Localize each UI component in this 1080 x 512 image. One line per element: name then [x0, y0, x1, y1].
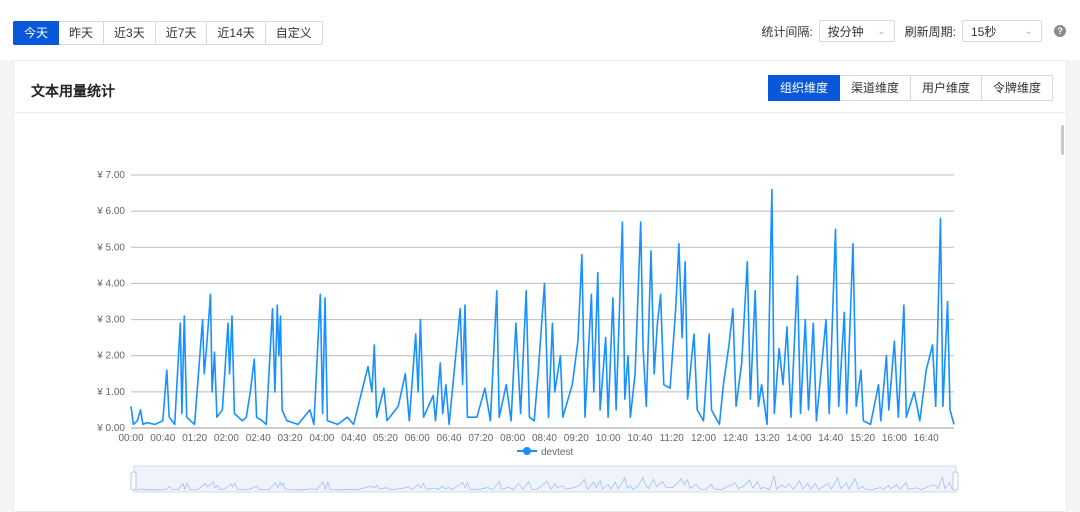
x-tick-label: 15:20 — [850, 433, 875, 444]
x-tick-label: 02:40 — [246, 433, 271, 444]
range-button-5[interactable]: 自定义 — [265, 21, 323, 45]
x-tick-label: 14:00 — [786, 433, 811, 444]
x-tick-label: 05:20 — [373, 433, 398, 444]
x-tick-label: 04:00 — [309, 433, 334, 444]
x-tick-label: 01:20 — [182, 433, 207, 444]
x-tick-label: 06:40 — [437, 433, 462, 444]
dimension-button-0[interactable]: 组织维度 — [767, 75, 840, 101]
x-tick-label: 16:00 — [882, 433, 907, 444]
x-tick-label: 16:40 — [914, 433, 939, 444]
y-tick-label: ¥ 0.00 — [96, 423, 125, 434]
x-tick-label: 02:00 — [214, 433, 239, 444]
range-button-2[interactable]: 近3天 — [104, 21, 156, 45]
x-tick-label: 03:20 — [278, 433, 303, 444]
y-tick-label: ¥ 6.00 — [96, 206, 125, 217]
time-range-group: 今天 昨天 近3天 近7天 近14天 自定义 — [13, 21, 323, 45]
x-tick-label: 00:40 — [150, 433, 175, 444]
dimension-group: 组织维度 渠道维度 用户维度 令牌维度 — [767, 75, 1053, 101]
x-tick-label: 00:00 — [118, 433, 143, 444]
range-button-1[interactable]: 昨天 — [59, 21, 105, 45]
series-line-devtest — [130, 188, 955, 426]
y-tick-label: ¥ 2.00 — [96, 351, 125, 362]
range-button-3[interactable]: 近7天 — [155, 21, 208, 45]
divider — [14, 112, 1066, 113]
x-tick-label: 09:20 — [564, 433, 589, 444]
x-tick-label: 07:20 — [468, 433, 493, 444]
x-tick-label: 11:20 — [660, 433, 685, 444]
dimension-button-1[interactable]: 渠道维度 — [839, 75, 911, 101]
x-tick-label: 13:20 — [755, 433, 780, 444]
chart-controls: 统计间隔: 按分钟 ⌄ 刷新周期: 15秒 ⌄ ? — [761, 20, 1066, 42]
x-tick-label: 12:40 — [723, 433, 748, 444]
range-button-0[interactable]: 今天 — [13, 21, 60, 45]
interval-select[interactable]: 按分钟 ⌄ — [818, 20, 895, 42]
y-tick-label: ¥ 1.00 — [96, 387, 125, 398]
y-tick-label: ¥ 5.00 — [96, 242, 125, 253]
chevron-down-icon: ⌄ — [877, 25, 886, 37]
scrollbar-thumb[interactable] — [1061, 125, 1064, 155]
help-icon[interactable]: ? — [1054, 25, 1066, 37]
x-tick-label: 08:00 — [500, 433, 525, 444]
refresh-label: 刷新周期: — [904, 24, 956, 39]
x-tick-label: 10:40 — [627, 433, 652, 444]
dimension-button-2[interactable]: 用户维度 — [910, 75, 982, 101]
scrollbar[interactable] — [1058, 61, 1066, 511]
x-tick-label: 08:40 — [532, 433, 557, 444]
zoom-handle-right[interactable] — [952, 471, 959, 491]
chevron-down-icon: ⌄ — [1024, 25, 1033, 37]
card-title: 文本用量统计 — [31, 83, 115, 99]
legend-label: devtest — [541, 447, 573, 458]
legend-marker-icon — [523, 447, 531, 455]
zoom-handle-left[interactable] — [130, 471, 137, 491]
toolbar: 今天 昨天 近3天 近7天 近14天 自定义 统计间隔: 按分钟 ⌄ 刷新周期: 15秒 … — [0, 0, 1080, 60]
x-tick-label: 06:00 — [405, 433, 430, 444]
interval-value: 按分钟 — [827, 24, 864, 39]
x-tick-label: 12:00 — [691, 433, 716, 444]
x-tick-label: 14:40 — [818, 433, 843, 444]
zoom-slider-track — [133, 465, 957, 493]
y-tick-label: ¥ 3.00 — [96, 315, 125, 326]
y-tick-label: ¥ 7.00 — [96, 170, 125, 181]
x-tick-label: 10:00 — [596, 433, 621, 444]
interval-label: 统计间隔: — [761, 24, 813, 39]
usage-card: 文本用量统计 组织维度 渠道维度 用户维度 令牌维度 — [13, 60, 1067, 512]
refresh-value: 15秒 — [971, 24, 997, 39]
dimension-button-3[interactable]: 令牌维度 — [981, 75, 1053, 101]
range-button-4[interactable]: 近14天 — [207, 21, 266, 45]
refresh-select[interactable]: 15秒 ⌄ — [962, 20, 1042, 42]
y-tick-label: ¥ 4.00 — [96, 278, 125, 289]
zoom-slider-preview — [133, 475, 957, 491]
x-tick-label: 04:40 — [341, 433, 366, 444]
